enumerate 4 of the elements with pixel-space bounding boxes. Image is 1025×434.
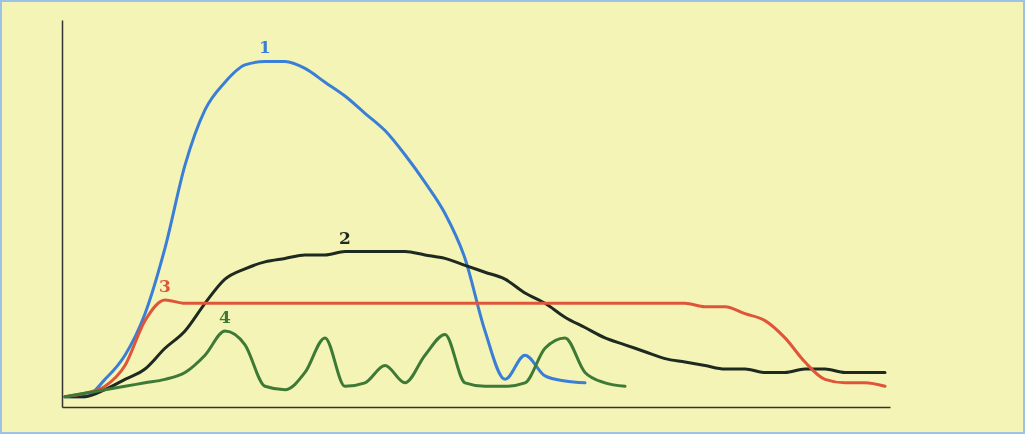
series-label: 1 xyxy=(259,37,271,58)
series-label: 3 xyxy=(159,275,171,296)
series-label: 4 xyxy=(219,306,232,327)
series-label: 2 xyxy=(339,227,351,248)
